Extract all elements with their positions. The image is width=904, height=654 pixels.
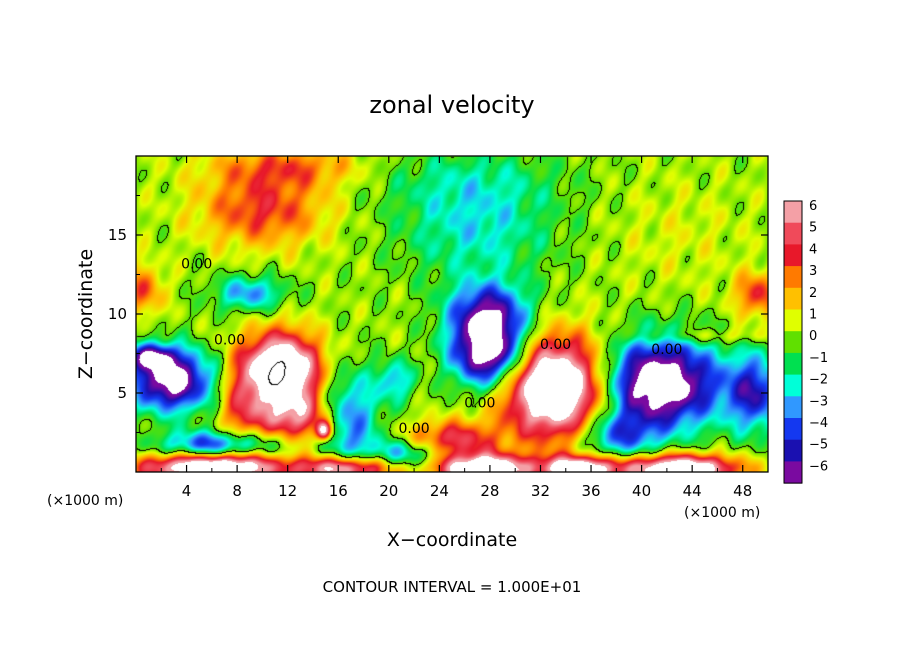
colorbar-label: 4 <box>809 242 817 257</box>
colorbar-label: −3 <box>809 394 828 409</box>
colorbar-label: −4 <box>809 416 828 431</box>
contour-label: 0.00 <box>214 332 245 348</box>
y-tick-label: 15 <box>108 226 127 244</box>
colorbar-label: 2 <box>809 286 817 301</box>
x-tick-label: 44 <box>683 482 702 500</box>
colorbar-swatch <box>784 352 802 376</box>
colorbar-label: −2 <box>809 373 828 388</box>
colorbar: 6 5 4 3 2 1 0 −1 −2 −3 −4 −5 −6 <box>783 199 828 484</box>
y-tick-label: 10 <box>108 305 127 323</box>
contour-interval-note: CONTOUR INTERVAL = 1.000E+01 <box>323 578 582 596</box>
contour-label: 0.00 <box>398 421 429 437</box>
colorbar-swatch <box>784 331 802 354</box>
colorbar-label: −5 <box>809 438 828 453</box>
x-tick-label: 40 <box>632 482 651 500</box>
colorbar-swatch <box>784 461 802 484</box>
colorbar-swatch <box>784 244 802 267</box>
contour-label: 0.00 <box>181 256 212 272</box>
colorbar-label: 1 <box>809 308 817 323</box>
colorbar-label: 5 <box>809 221 817 236</box>
colorbar-swatch <box>784 309 802 332</box>
plot-area: 0.00 0.00 0.00 0.00 0.00 0.00 <box>135 155 769 473</box>
chart-title: zonal velocity <box>369 91 534 119</box>
contour-labels: 0.00 0.00 0.00 0.00 0.00 0.00 <box>181 256 682 436</box>
contour-label: 0.00 <box>540 337 571 353</box>
x-tick-label: 24 <box>430 482 449 500</box>
x-tick-label: 16 <box>329 482 348 500</box>
colorbar-swatch <box>784 439 802 462</box>
x-tick-label: 28 <box>480 482 499 500</box>
x-tick-label: 8 <box>232 482 242 500</box>
x-tick-label: 48 <box>733 482 752 500</box>
colorbar-label: −1 <box>809 351 828 366</box>
colorbar-label: 3 <box>809 264 817 279</box>
colorbar-label: −6 <box>809 459 828 474</box>
velocity-heatmap <box>136 156 768 472</box>
colorbar-swatch <box>784 201 802 224</box>
contour-label: 0.00 <box>464 395 495 411</box>
colorbar-frame <box>783 200 803 484</box>
x-tick-label: 4 <box>182 482 192 500</box>
x-unit-left: (×1000 m) <box>47 493 123 509</box>
colorbar-label: 6 <box>809 199 817 214</box>
contour-label: 0.00 <box>651 342 682 358</box>
x-tick-label: 12 <box>278 482 297 500</box>
colorbar-swatch <box>784 222 802 245</box>
x-axis-label: X−coordinate <box>387 529 517 551</box>
x-unit-right: (×1000 m) <box>684 505 760 521</box>
x-axis: 4 8 12 16 20 24 28 32 36 40 44 48 <box>160 156 752 500</box>
colorbar-swatch <box>784 266 802 289</box>
x-tick-label: 20 <box>379 482 398 500</box>
y-axis-label: Z−coordinate <box>75 249 97 379</box>
x-tick-label: 32 <box>531 482 550 500</box>
colorbar-swatch <box>784 374 802 397</box>
colorbar-label: 0 <box>809 329 817 344</box>
colorbar-swatch <box>784 287 802 310</box>
y-axis: 5 10 15 <box>108 195 768 433</box>
colorbar-swatch <box>784 396 802 419</box>
colorbar-swatch <box>784 418 802 441</box>
y-tick-label: 5 <box>117 384 127 402</box>
x-tick-label: 36 <box>581 482 600 500</box>
